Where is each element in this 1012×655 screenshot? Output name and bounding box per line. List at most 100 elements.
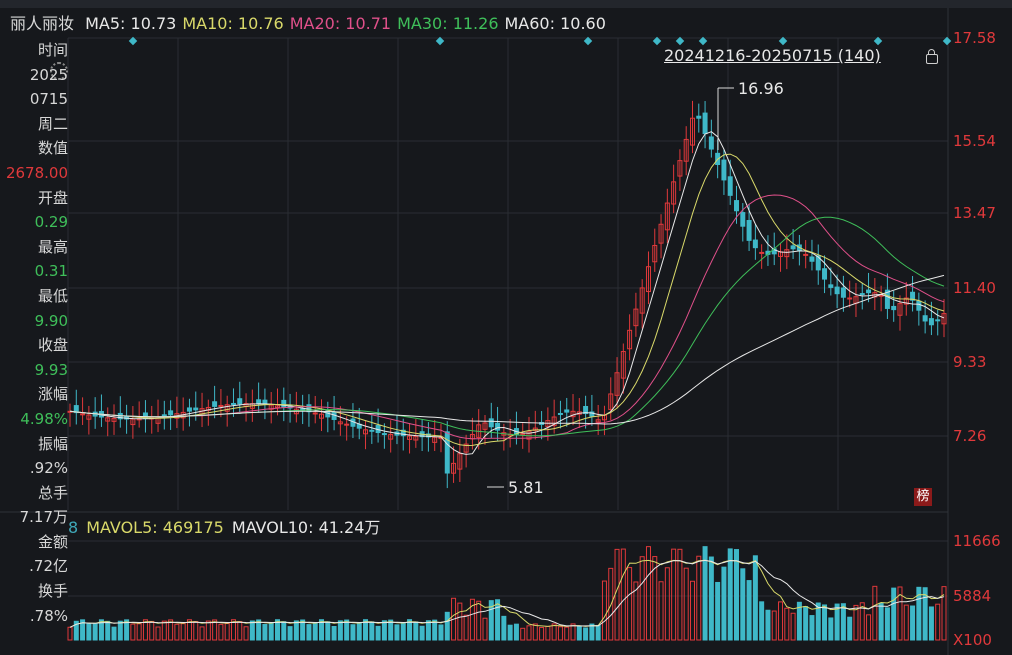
volume-axis-label: X100 bbox=[953, 631, 992, 649]
sidebar-row: 2025 bbox=[29, 65, 68, 84]
candle-body bbox=[790, 245, 796, 250]
ma-legend: 丽人丽妆 MA5: 10.73 MA10: 10.76 MA20: 10.71 MA3… bbox=[10, 10, 618, 33]
candle-body bbox=[457, 453, 463, 470]
volume-bar bbox=[432, 619, 438, 641]
volume-bar bbox=[513, 623, 519, 641]
volume-bar bbox=[608, 567, 614, 641]
volume-bar bbox=[564, 626, 570, 641]
candle-body bbox=[444, 431, 450, 474]
candle-body bbox=[319, 413, 325, 419]
volume-bar bbox=[224, 623, 230, 641]
volume-bar bbox=[344, 619, 350, 641]
volume-bar bbox=[168, 619, 174, 641]
candle-body bbox=[451, 462, 457, 474]
volume-bar bbox=[73, 620, 79, 641]
stock-name: 丽人丽妆 bbox=[10, 14, 75, 33]
candle-body bbox=[721, 159, 727, 181]
volume-bar bbox=[476, 600, 482, 641]
candle-body bbox=[727, 176, 733, 196]
volume-bar bbox=[551, 623, 557, 641]
sidebar-row: 数值 bbox=[37, 139, 68, 158]
volume-bar bbox=[350, 624, 356, 641]
candle-body bbox=[935, 319, 941, 322]
volume-bar bbox=[746, 580, 752, 641]
volume-bar bbox=[941, 586, 947, 641]
volume-bar bbox=[444, 611, 450, 641]
volume-bar bbox=[627, 567, 633, 641]
volume-bar bbox=[142, 619, 148, 641]
candle-body bbox=[878, 294, 884, 297]
volume-bar bbox=[539, 627, 545, 641]
volume-bar bbox=[884, 607, 890, 641]
candle-body bbox=[689, 117, 695, 146]
ma-legend-item: MA5: 10.73 bbox=[85, 14, 177, 33]
candle-body bbox=[834, 286, 840, 295]
date-range-label[interactable]: 20241216-20250715 (140) bbox=[664, 46, 881, 65]
volume-legend-item: 8 bbox=[68, 518, 79, 537]
volume-bar bbox=[325, 621, 331, 641]
volume-bar bbox=[583, 627, 589, 641]
sidebar-row: 周二 bbox=[37, 114, 68, 133]
volume-bar bbox=[92, 623, 98, 641]
volume-bar bbox=[765, 609, 771, 641]
volume-bar bbox=[866, 614, 872, 641]
sidebar-row: .78% bbox=[29, 606, 68, 625]
high-marker-label: 16.96 bbox=[738, 79, 784, 98]
candle-body bbox=[645, 266, 651, 293]
candle-body bbox=[897, 303, 903, 316]
candle-body bbox=[828, 284, 834, 288]
sidebar-row: 时间 bbox=[37, 41, 68, 59]
candle-body bbox=[463, 443, 469, 453]
ma-line-20 bbox=[69, 194, 945, 440]
candle-body bbox=[903, 297, 909, 305]
price-axis-label: 13.47 bbox=[953, 204, 996, 222]
rank-badge[interactable]: 榜 bbox=[914, 488, 932, 506]
sidebar-row: 9.90 bbox=[34, 311, 68, 330]
volume-bar bbox=[413, 621, 419, 641]
low-marker-label: 5.81 bbox=[508, 478, 544, 497]
volume-bar bbox=[815, 602, 821, 641]
ma-line-60 bbox=[69, 274, 945, 425]
sidebar-row: 开盘 bbox=[37, 188, 68, 207]
volume-bar bbox=[243, 626, 249, 641]
candle-body bbox=[161, 414, 167, 417]
sidebar-row: .72亿 bbox=[29, 557, 68, 576]
candle-body bbox=[407, 435, 413, 440]
candle-body bbox=[432, 436, 438, 443]
toolbar-strip[interactable] bbox=[0, 0, 1012, 8]
price-axis-label: 17.58 bbox=[953, 29, 996, 47]
candle-body bbox=[369, 429, 375, 432]
candle-body bbox=[312, 412, 318, 415]
candle-body bbox=[274, 405, 280, 409]
volume-bar bbox=[727, 548, 733, 641]
candle-body bbox=[363, 429, 369, 435]
sidebar-row: 9.93 bbox=[34, 360, 68, 379]
candle-body bbox=[784, 249, 790, 258]
sidebar-row: 换手 bbox=[37, 582, 68, 601]
volume-bar bbox=[778, 601, 784, 641]
volume-bar bbox=[149, 620, 155, 641]
candle-body bbox=[627, 329, 633, 350]
ma-legend-item: MA30: 11.26 bbox=[397, 14, 499, 33]
candle-body bbox=[734, 200, 740, 212]
sidebar-row: 收盘 bbox=[37, 336, 68, 355]
sidebar-row: 4.98% bbox=[20, 409, 68, 428]
lock-icon[interactable] bbox=[926, 49, 938, 64]
volume-bar bbox=[903, 604, 909, 641]
sidebar-row: 总手 bbox=[37, 483, 68, 502]
candle-body bbox=[193, 407, 199, 411]
sidebar-row: 2678.00 bbox=[5, 163, 68, 182]
settings-gear-icon[interactable] bbox=[50, 62, 68, 80]
candle-body bbox=[268, 404, 274, 410]
candle-body bbox=[658, 223, 664, 244]
candle-body bbox=[400, 429, 406, 437]
volume-bar bbox=[784, 607, 790, 641]
candle-body bbox=[740, 212, 746, 227]
volume-bar bbox=[759, 601, 765, 641]
price-axis-label: 7.26 bbox=[953, 427, 987, 445]
volume-bar bbox=[639, 556, 645, 641]
volume-bar bbox=[847, 616, 853, 641]
volume-bar bbox=[935, 603, 941, 641]
volume-bar bbox=[463, 614, 469, 641]
